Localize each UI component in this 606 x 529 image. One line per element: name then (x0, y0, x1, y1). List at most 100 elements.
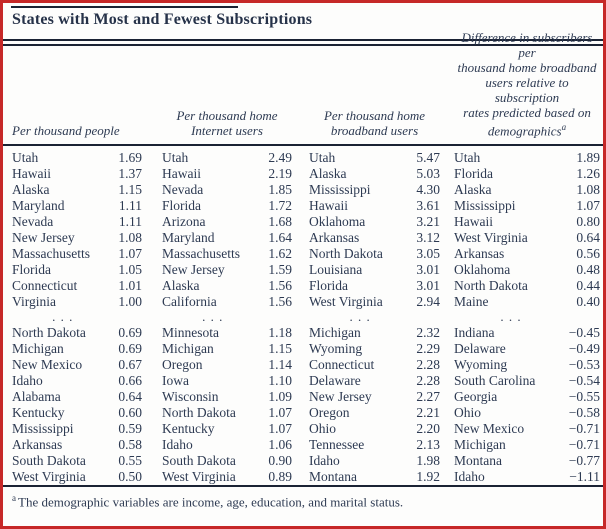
double-rule (3, 39, 603, 46)
table-row: Utah 2.49 (162, 150, 292, 166)
state-name-cell: Ohio (309, 421, 336, 436)
state-name-cell: Michigan (454, 437, 506, 452)
column-header-line: broadband users (330, 123, 419, 138)
table-row: Florida 1.26 (454, 166, 600, 182)
state-name-cell: Hawaii (162, 166, 201, 181)
value-cell: 1.92 (416, 469, 440, 484)
table-row: Indiana −0.45 (454, 325, 600, 341)
state-name-cell: Connecticut (309, 357, 375, 372)
state-name-cell: West Virginia (309, 294, 383, 309)
table-row: Nevada 1.85 (162, 182, 292, 198)
footnote-rule (3, 485, 603, 487)
value-cell: 2.20 (416, 421, 440, 436)
state-name-cell: Alaska (454, 182, 492, 197)
value-cell: 1.10 (268, 373, 292, 388)
table-row: Idaho 1.06 (162, 437, 292, 453)
value-cell: 1.69 (118, 150, 142, 165)
state-name-cell: South Dakota (162, 453, 236, 468)
state-name-cell: Kentucky (162, 421, 215, 436)
state-name-cell: New Mexico (454, 421, 525, 436)
table-row: Maryland 1.11 (12, 198, 142, 214)
value-cell: 2.21 (416, 405, 440, 420)
value-cell: 0.48 (576, 262, 600, 277)
state-name-cell: Oklahoma (454, 262, 511, 277)
table-row: New Mexico −0.71 (454, 421, 600, 437)
state-name-cell: Mississippi (454, 198, 516, 213)
state-name-cell: Maryland (12, 198, 65, 213)
column-group-per-thousand-internet-users: Utah 2.49 Hawaii 2.19 Nevada 1.85 Florida 1.72 A… (162, 150, 292, 485)
value-cell: 0.60 (118, 405, 142, 420)
value-cell: 0.50 (118, 469, 142, 484)
footnote-reference-marker: a (561, 121, 567, 132)
state-name-cell: Wyoming (454, 357, 508, 372)
table-row: Delaware 2.28 (309, 373, 440, 389)
state-name-cell: Massachusetts (12, 246, 90, 261)
table-row: Nevada 1.11 (12, 214, 142, 230)
table-row: Oregon 1.14 (162, 357, 292, 373)
value-cell: 1.01 (118, 278, 142, 293)
table-row: Maine 0.40 (454, 294, 600, 310)
table-row: Utah 1.69 (12, 150, 142, 166)
value-cell: 1.56 (268, 294, 292, 309)
value-cell: 3.01 (416, 262, 440, 277)
table-row: Hawaii 0.80 (454, 214, 600, 230)
table-row: Florida 1.72 (162, 198, 292, 214)
value-cell: 0.44 (576, 278, 600, 293)
value-cell: 1.37 (118, 166, 142, 181)
table-row: Minnesota 1.18 (162, 325, 292, 341)
value-cell: −0.53 (568, 357, 600, 372)
table-row: Oregon 2.21 (309, 405, 440, 421)
value-cell: 5.03 (416, 166, 440, 181)
table-row: Alaska 1.15 (12, 182, 142, 198)
state-name-cell: South Dakota (12, 453, 86, 468)
footnote-marker: a (12, 493, 16, 503)
value-cell: −0.71 (568, 421, 600, 436)
value-cell: 1.59 (268, 262, 292, 277)
state-name-cell: Idaho (454, 469, 485, 484)
state-name-cell: Montana (309, 469, 357, 484)
column-header-line: Per thousand home (176, 108, 278, 123)
table-row: Arkansas 0.58 (12, 437, 142, 453)
value-cell: −0.58 (568, 405, 600, 420)
state-name-cell: Massachusetts (162, 246, 240, 261)
value-cell: 2.49 (268, 150, 292, 165)
state-name-cell: Arkansas (309, 230, 360, 245)
table-row: Hawaii 1.37 (12, 166, 142, 182)
table-row: Virginia 1.00 (12, 294, 142, 310)
column-header-per-thousand-internet-users: Per thousand home Internet users (162, 108, 292, 138)
column-header-per-thousand-broadband-users: Per thousand home broadband users (309, 108, 440, 138)
table-row: Arizona 1.68 (162, 214, 292, 230)
state-name-cell: Idaho (12, 373, 43, 388)
value-cell: 4.30 (416, 182, 440, 197)
value-cell: −0.77 (568, 453, 600, 468)
table-row: South Dakota 0.90 (162, 453, 292, 469)
value-cell: 1.07 (268, 405, 292, 420)
table-row: Kentucky 0.60 (12, 405, 142, 421)
table-row: Massachusetts 1.07 (12, 246, 142, 262)
table-row: South Dakota 0.55 (12, 453, 142, 469)
value-cell: 1.11 (118, 214, 142, 229)
state-name-cell: Florida (309, 278, 348, 293)
value-cell: 1.15 (268, 341, 292, 356)
table-row: Michigan 1.15 (162, 341, 292, 357)
column-header-line: users relative to subscription (485, 74, 569, 105)
state-name-cell: Mississippi (309, 182, 371, 197)
value-cell: 1.89 (576, 150, 600, 165)
table-row: West Virginia 0.89 (162, 469, 292, 485)
state-name-cell: North Dakota (454, 278, 528, 293)
state-name-cell: Iowa (162, 373, 189, 388)
table-row: Montana 1.92 (309, 469, 440, 485)
state-name-cell: Alaska (309, 166, 347, 181)
table-row: Idaho −1.11 (454, 469, 600, 485)
table-row: Alaska 1.08 (454, 182, 600, 198)
value-cell: 0.55 (118, 453, 142, 468)
value-cell: 0.40 (576, 294, 600, 309)
state-name-cell: Oregon (309, 405, 350, 420)
value-cell: 1.08 (118, 230, 142, 245)
state-name-cell: Virginia (12, 294, 56, 309)
state-name-cell: Alaska (12, 182, 50, 197)
state-name-cell: Utah (162, 150, 189, 165)
value-cell: 1.05 (118, 262, 142, 277)
value-cell: −0.55 (568, 389, 600, 404)
column-header-line: demographicsa (487, 121, 567, 138)
